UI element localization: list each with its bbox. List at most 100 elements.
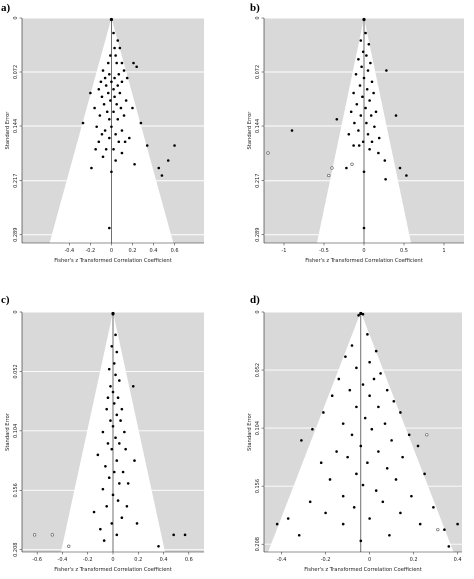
study-point xyxy=(347,132,351,136)
study-point xyxy=(107,476,111,480)
y-tick-label: 0.052 xyxy=(255,363,261,377)
x-tick-label: 0.4 xyxy=(454,557,462,563)
study-point xyxy=(114,333,117,337)
study-point xyxy=(407,433,411,437)
study-point xyxy=(361,95,364,99)
study-point xyxy=(390,439,393,442)
study-point xyxy=(113,76,116,80)
study-point xyxy=(405,174,408,177)
study-point xyxy=(92,510,96,514)
study-point xyxy=(118,482,121,485)
x-axis-title: Fisher's z Transformed Correlation Coeff… xyxy=(54,567,172,573)
y-tick-label: 0.144 xyxy=(255,119,261,133)
study-point xyxy=(112,31,115,35)
study-point xyxy=(362,170,366,174)
study-point xyxy=(432,506,435,509)
study-point xyxy=(108,117,111,121)
study-point xyxy=(355,472,358,476)
study-point xyxy=(183,533,187,537)
study-point xyxy=(110,447,114,451)
study-point xyxy=(106,396,110,400)
study-point xyxy=(385,388,389,392)
study-point xyxy=(110,80,113,84)
study-point xyxy=(114,373,117,377)
study-point xyxy=(300,439,303,442)
study-point xyxy=(368,394,371,398)
study-point xyxy=(114,436,117,440)
study-point xyxy=(398,166,402,170)
study-point xyxy=(359,114,363,117)
study-point xyxy=(361,383,365,386)
y-axis-title: Standard Error xyxy=(5,111,11,150)
study-point xyxy=(377,405,380,409)
study-point xyxy=(399,511,402,515)
study-point xyxy=(341,422,345,425)
study-point xyxy=(117,72,121,76)
study-point xyxy=(104,84,108,87)
y-tick-label: 0.104 xyxy=(255,421,261,435)
study-point xyxy=(330,394,334,398)
study-point xyxy=(107,367,111,371)
study-point xyxy=(361,140,365,144)
study-point xyxy=(443,528,446,531)
study-point xyxy=(374,349,378,353)
imputed-study-point xyxy=(425,433,429,437)
study-point xyxy=(101,487,105,491)
x-tick-label: 0.4 xyxy=(150,248,158,254)
study-point xyxy=(370,427,374,431)
study-point xyxy=(324,511,327,515)
study-point xyxy=(447,545,451,548)
x-tick-label: -0.4 xyxy=(64,248,74,254)
y-tick-label: 0.144 xyxy=(13,119,19,133)
x-tick-label: 0.6 xyxy=(171,248,179,254)
study-point xyxy=(365,121,368,125)
study-point xyxy=(100,132,104,136)
study-point xyxy=(368,517,371,520)
study-point xyxy=(369,114,373,117)
study-point xyxy=(368,147,371,151)
study-point xyxy=(368,360,371,364)
study-point xyxy=(359,39,363,42)
study-point xyxy=(362,226,366,230)
study-point xyxy=(120,80,124,84)
y-tick-label: 0.072 xyxy=(13,65,19,79)
study-point xyxy=(132,61,135,65)
study-point xyxy=(105,110,109,114)
x-axis-title: Fisher's z Transformed Correlation Coeff… xyxy=(304,567,422,573)
study-point xyxy=(172,533,175,537)
study-point xyxy=(115,102,118,106)
study-point xyxy=(100,95,104,99)
study-point xyxy=(363,416,367,420)
study-point xyxy=(105,407,108,411)
study-point xyxy=(173,144,176,147)
study-point xyxy=(103,76,107,80)
study-point xyxy=(117,140,121,144)
x-tick-label: 0.5 xyxy=(400,248,408,254)
study-point xyxy=(352,144,355,147)
study-point xyxy=(98,114,102,117)
study-point xyxy=(115,350,119,354)
study-point xyxy=(101,430,105,434)
study-point xyxy=(410,494,413,498)
study-point xyxy=(290,129,294,132)
study-point xyxy=(99,527,102,531)
study-point xyxy=(108,136,111,140)
study-point xyxy=(384,177,387,181)
y-axis-title: Standard Error xyxy=(247,111,253,150)
study-point xyxy=(109,99,112,102)
study-point xyxy=(112,110,115,114)
study-point xyxy=(372,91,375,95)
study-point xyxy=(381,500,385,504)
study-point xyxy=(112,402,116,405)
chart-panel-3: c) 0 0.052 0.104 0.156 0.208 -0.6 -0.4 -0.2 0 0.2 0… xyxy=(1,294,204,573)
study-point xyxy=(383,422,387,425)
imputed-study-point xyxy=(33,533,37,537)
study-point xyxy=(102,539,106,542)
study-point xyxy=(367,42,371,46)
study-point xyxy=(120,407,124,411)
panel-label: c) xyxy=(1,294,10,306)
study-point xyxy=(94,147,97,151)
study-point xyxy=(385,466,389,470)
study-point xyxy=(361,50,365,54)
